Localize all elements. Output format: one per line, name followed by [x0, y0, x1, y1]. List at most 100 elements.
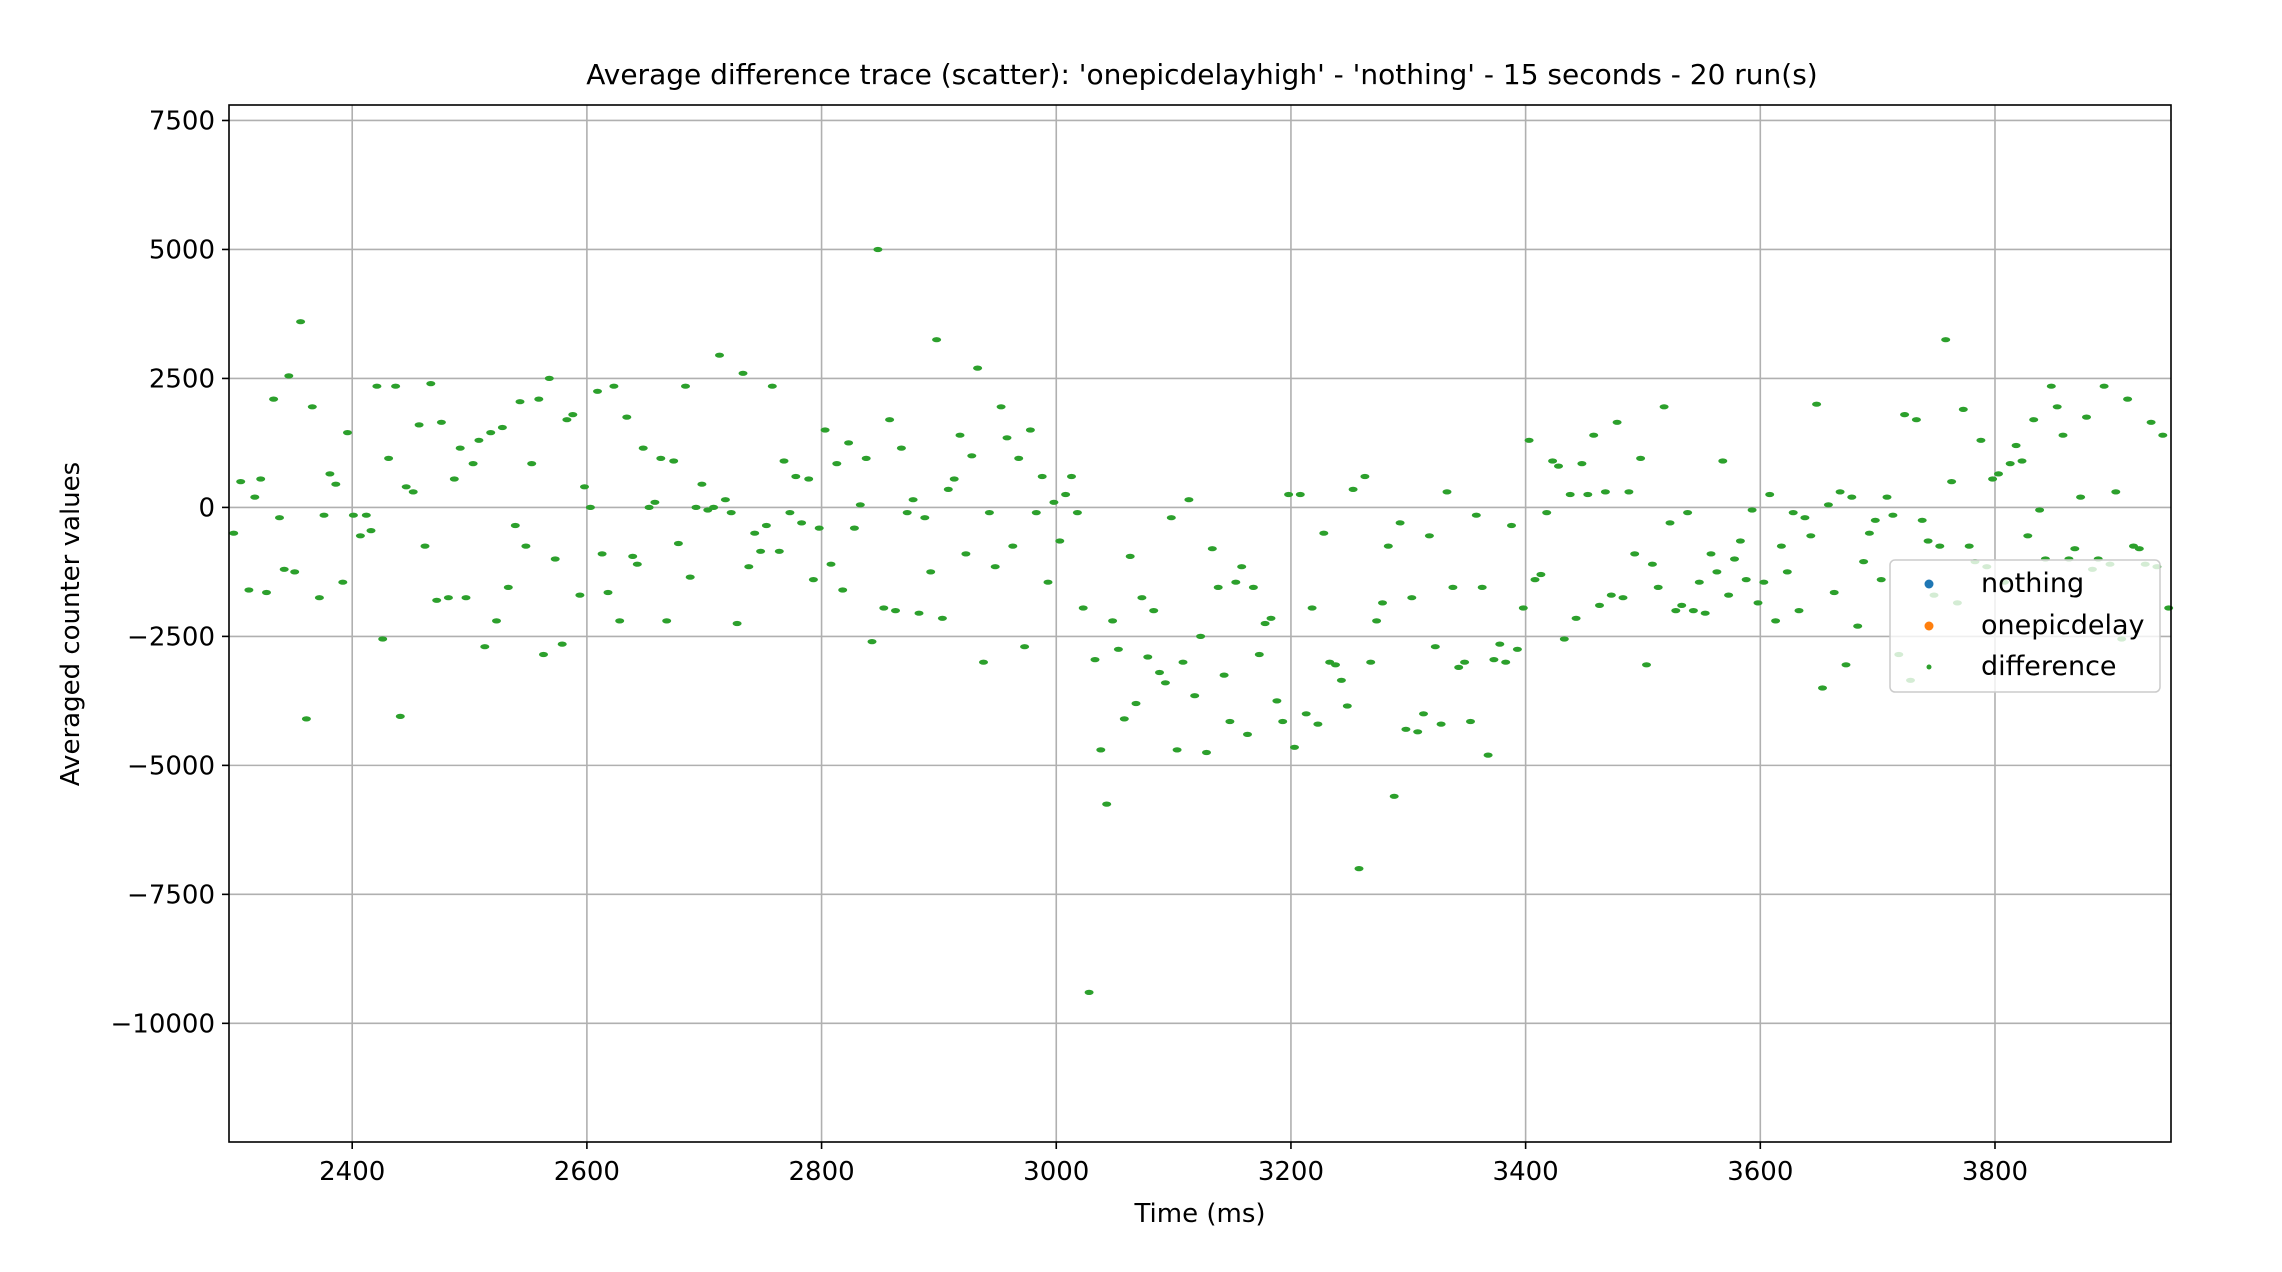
data-point: [1243, 731, 1252, 738]
data-point: [1424, 533, 1434, 539]
data-point: [1366, 659, 1376, 665]
x-tick-label: 3600: [1727, 1157, 1793, 1187]
data-point: [395, 713, 405, 720]
data-point: [1559, 636, 1569, 642]
chart-title: Average difference trace (scatter): 'one…: [586, 58, 1817, 91]
data-point: [1483, 752, 1493, 758]
data-point: [534, 396, 544, 402]
data-point: [603, 589, 613, 596]
data-point: [1565, 491, 1575, 498]
data-point: [1372, 618, 1382, 624]
data-point: [662, 618, 672, 624]
data-point: [426, 381, 436, 387]
data-point: [2076, 494, 2086, 500]
data-point: [378, 636, 388, 642]
data-point: [1636, 455, 1646, 461]
data-point: [744, 564, 754, 570]
x-tick-label: 3200: [1258, 1157, 1324, 1187]
data-point: [814, 525, 824, 531]
data-point: [343, 430, 352, 436]
data-point: [1841, 662, 1851, 668]
data-point: [1577, 461, 1587, 467]
data-point: [1342, 703, 1352, 709]
data-point: [990, 564, 1000, 570]
data-point: [1354, 866, 1364, 872]
data-point: [1266, 615, 1276, 621]
data-point: [1595, 602, 1604, 609]
data-point: [628, 553, 638, 560]
data-point: [1583, 491, 1593, 498]
data-point: [937, 615, 947, 621]
x-tick-label: 3800: [1962, 1157, 2028, 1187]
data-point: [1512, 646, 1522, 652]
data-point: [1536, 571, 1546, 578]
data-point: [1606, 592, 1616, 598]
data-point: [515, 399, 525, 405]
data-point: [738, 370, 748, 376]
data-point: [1237, 564, 1247, 570]
x-axis-ticks: 2400 2600 2800 3000 3200 3400 3600 3800: [319, 1142, 2028, 1187]
data-point: [401, 484, 411, 490]
data-point: [638, 445, 648, 451]
data-point: [996, 404, 1006, 410]
data-point: [861, 455, 871, 461]
data-point: [503, 584, 513, 591]
data-point: [685, 574, 695, 580]
data-point: [1771, 618, 1781, 624]
data-point: [1084, 989, 1094, 996]
data-point: [1794, 608, 1804, 614]
data-point: [521, 543, 531, 549]
data-point: [1489, 657, 1499, 663]
data-point: [1530, 577, 1540, 583]
y-tick-label: −2500: [127, 622, 215, 652]
data-point: [1301, 711, 1311, 717]
data-point: [1020, 644, 1030, 650]
data-point: [527, 461, 537, 467]
data-point: [338, 579, 348, 585]
data-point: [1454, 664, 1464, 671]
data-point: [443, 595, 453, 601]
data-point: [474, 437, 484, 443]
data-point: [1378, 600, 1387, 606]
data-point: [1072, 509, 1082, 516]
data-point: [1401, 726, 1411, 732]
data-point: [2058, 432, 2068, 438]
data-point: [1776, 543, 1786, 549]
data-point: [1442, 489, 1452, 495]
data-point: [673, 540, 683, 547]
data-point: [879, 605, 889, 611]
legend-label-onepicdelay: onepicdelay: [1981, 610, 2145, 641]
data-point: [1125, 553, 1135, 560]
data-point: [779, 458, 789, 464]
data-point: [1647, 561, 1657, 567]
data-point: [1119, 716, 1129, 722]
data-point: [1642, 662, 1651, 668]
data-point: [1665, 520, 1675, 526]
data-point: [436, 419, 446, 425]
data-point: [804, 476, 814, 482]
data-point: [593, 388, 602, 394]
data-point: [455, 445, 465, 451]
data-point: [568, 412, 578, 418]
data-point: [1037, 473, 1047, 480]
data-point: [262, 589, 271, 596]
data-point: [1923, 538, 1933, 544]
data-point: [1331, 662, 1340, 668]
data-point: [2005, 461, 2015, 467]
data-point: [2023, 533, 2033, 539]
data-point: [510, 522, 520, 529]
data-point: [1108, 618, 1118, 624]
data-point: [832, 461, 842, 467]
data-point: [1319, 530, 1329, 536]
data-point: [1600, 489, 1610, 495]
data-point: [284, 373, 294, 379]
data-point: [1958, 406, 1968, 412]
data-point: [348, 512, 358, 518]
data-point: [1067, 473, 1076, 480]
data-point: [1272, 698, 1282, 704]
data-point: [1031, 509, 1041, 516]
data-point: [1430, 644, 1440, 650]
data-point: [290, 569, 300, 575]
data-point: [1917, 517, 1927, 523]
data-point: [1806, 533, 1816, 539]
